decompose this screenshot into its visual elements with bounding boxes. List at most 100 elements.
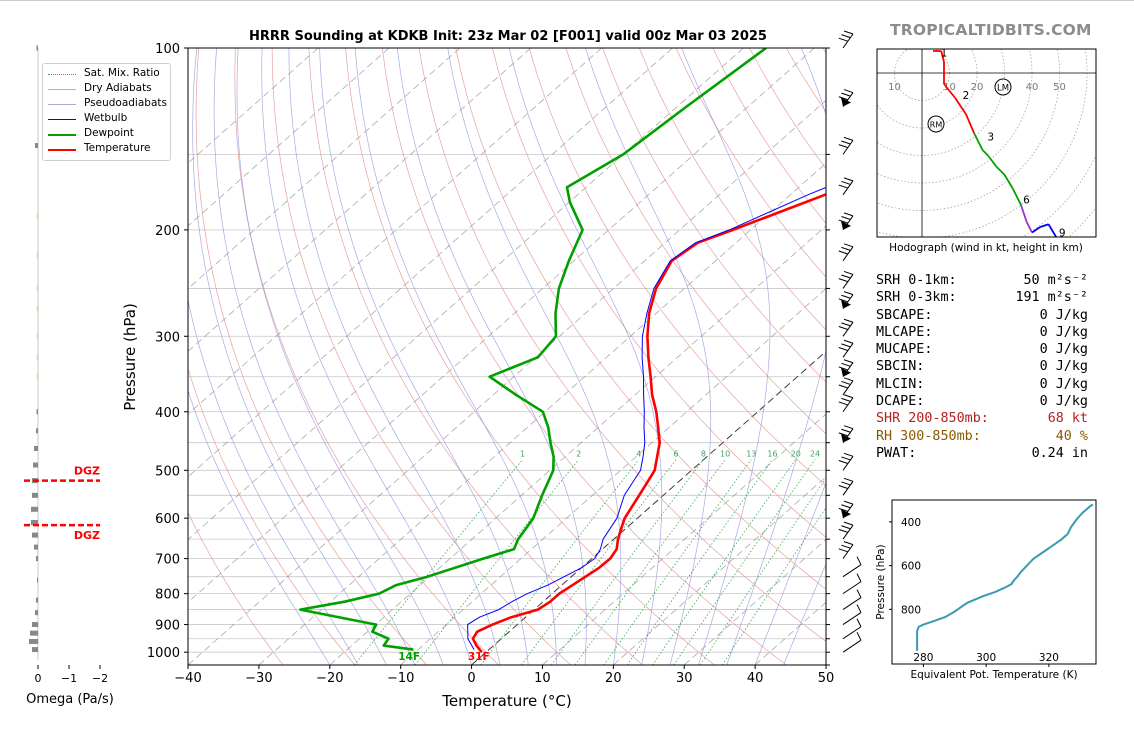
dry-adiabat xyxy=(602,48,826,383)
dry-adiabat xyxy=(345,48,715,665)
hodograph-ring-label: 50 xyxy=(1053,82,1066,93)
theta-e-line xyxy=(916,503,1094,651)
omega-bar xyxy=(36,285,38,291)
stat-label: MLCIN: xyxy=(876,376,925,392)
skewt-axes: −40 −30 −20 −10 0 10 20 30 40 50 100 200 300 400 500 60… xyxy=(147,42,834,686)
stat-label: SBCIN: xyxy=(876,359,925,375)
x-tick-label: 50 xyxy=(818,671,835,686)
x-axis-label: Temperature (°C) xyxy=(441,692,571,710)
storm-motion-rm-marker xyxy=(927,115,945,133)
mixing-ratio-label: 10 xyxy=(720,450,730,459)
hodograph-segment xyxy=(1020,204,1028,222)
stat-row: SRH 0-3km: 191 m²s⁻² xyxy=(876,289,1106,306)
dry-adiabat xyxy=(492,48,826,538)
wind-barb xyxy=(838,394,854,413)
y-tick-label: 500 xyxy=(155,464,180,479)
stat-row: MLCAPE: 0 J/kg xyxy=(876,324,1106,341)
isotherm xyxy=(188,48,532,352)
stat-label: SRH 0-1km: xyxy=(876,273,957,288)
theta-e-y-tick-label: 600 xyxy=(901,561,921,573)
dgz-label: DGZ xyxy=(74,529,100,542)
hodograph-segment xyxy=(940,50,945,63)
skewt-frame xyxy=(187,47,827,666)
mixing-ratio-line xyxy=(574,459,726,665)
surface-temp-label: 31F xyxy=(468,651,490,663)
omega-bar xyxy=(29,638,38,644)
theta-e-panel: 280 300 320 400 600 800 xyxy=(889,499,1097,667)
isotherm xyxy=(188,48,602,415)
omega-bar xyxy=(36,354,38,360)
hodograph-frame xyxy=(876,48,1097,238)
mixing-ratio-label: 20 xyxy=(791,450,801,459)
omega-tick-label: −2 xyxy=(92,672,108,685)
omega-bar xyxy=(36,374,38,380)
omega-bar xyxy=(31,506,38,512)
omega-bar xyxy=(31,519,38,525)
omega-tick-label: 0 xyxy=(35,672,42,685)
stat-label: SHR 200-850mb: xyxy=(876,411,989,427)
stat-value: 68 kt xyxy=(1047,411,1088,427)
pseudoadiabat xyxy=(681,48,771,665)
dry-adiabat xyxy=(565,48,826,435)
wind-barb xyxy=(838,425,854,443)
pseudoadiabat xyxy=(192,48,387,665)
dry-adiabat xyxy=(195,48,428,665)
omega-bar xyxy=(36,409,38,415)
chart-legend: Sat. Mix. Ratio Dry Adiabats Pseudoadiab… xyxy=(42,63,171,161)
wind-barb xyxy=(842,618,862,640)
isotherm xyxy=(188,48,815,603)
wind-barb xyxy=(838,291,854,309)
mixing-ratio-label: 1 xyxy=(520,450,525,459)
hodograph-height-label: 6 xyxy=(1023,195,1030,207)
wind-barb xyxy=(838,521,854,540)
omega-tick-label: −1 xyxy=(61,672,77,685)
mixing-ratio-line xyxy=(626,459,773,665)
wind-barb xyxy=(838,359,854,378)
pseudoadiabat xyxy=(319,48,529,665)
stat-row: PWAT: 0.24 in xyxy=(876,445,1106,462)
x-tick-label: −40 xyxy=(174,671,201,686)
stat-value: 0 J/kg xyxy=(1039,324,1088,340)
hodograph-ring-label: 20 xyxy=(971,82,984,93)
zero-isotherm xyxy=(471,350,826,665)
mixing-ratio-line xyxy=(721,507,826,665)
pseudoadiabat xyxy=(783,563,826,665)
hodograph-segment xyxy=(987,154,997,168)
omega-bar xyxy=(35,142,38,148)
wind-barb xyxy=(838,243,854,262)
mixing-ratio-label: 24 xyxy=(810,450,820,459)
hodograph-segment xyxy=(1047,223,1058,237)
stat-value: 0.24 in xyxy=(1031,445,1088,461)
wind-barb xyxy=(838,30,854,49)
isotherm xyxy=(188,48,390,227)
omega-bar xyxy=(36,556,38,562)
storm-motion-lm-label: LM xyxy=(997,84,1009,94)
dgz-label: DGZ xyxy=(74,465,100,478)
pseudoadiabat xyxy=(508,48,663,665)
stat-value: 50 m²s⁻² xyxy=(1023,273,1089,288)
skewt-series: 31F 14F xyxy=(298,48,826,663)
wind-barb xyxy=(838,212,854,231)
wind-barbs xyxy=(838,30,862,653)
brand-watermark: TROPICALTIDBITS.COM xyxy=(890,21,1092,39)
omega-bar xyxy=(32,622,38,628)
omega-panel: 0 −1 −2 DGZ DGZ xyxy=(24,45,108,685)
stat-row: SBCIN: 0 J/kg xyxy=(876,358,1106,375)
wind-barb xyxy=(842,631,862,653)
dry-adiabat xyxy=(638,48,826,331)
theta-e-y-tick-label: 800 xyxy=(901,604,921,616)
hodograph-height-label: 2 xyxy=(963,90,970,102)
omega-bar xyxy=(32,647,38,653)
wind-barb xyxy=(838,377,854,396)
omega-bar xyxy=(36,333,38,339)
hodograph-segment xyxy=(1003,174,1014,189)
x-tick-label: −20 xyxy=(316,671,343,686)
omega-bar xyxy=(32,492,38,498)
wind-barb xyxy=(838,318,854,337)
theta-e-x-label: Equivalent Pot. Temperature (K) xyxy=(910,669,1077,681)
mixing-ratio-label: 4 xyxy=(636,450,641,459)
stat-label: RH 300-850mb: xyxy=(876,428,981,444)
y-tick-label: 1000 xyxy=(147,646,180,661)
stat-value: 0 J/kg xyxy=(1039,342,1088,358)
mixing-ratio-line xyxy=(521,459,677,665)
